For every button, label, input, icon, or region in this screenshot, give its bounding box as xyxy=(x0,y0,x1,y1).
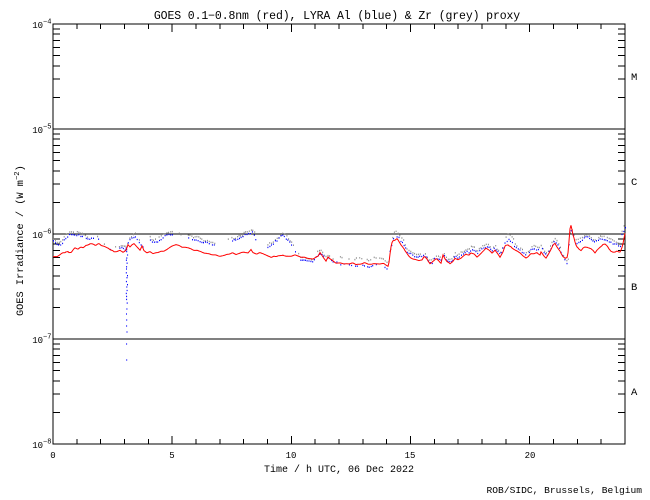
svg-text:ROB/SIDC, Brussels, Belgium: ROB/SIDC, Brussels, Belgium xyxy=(487,485,643,496)
svg-text:15: 15 xyxy=(405,451,416,461)
svg-text:10: 10 xyxy=(286,451,297,461)
svg-text:10: 10 xyxy=(32,231,43,241)
svg-text:0: 0 xyxy=(50,451,55,461)
svg-text:A: A xyxy=(631,387,638,399)
svg-text:10: 10 xyxy=(32,441,43,451)
svg-text:GOES 0.1−0.8nm (red), LYRA Al: GOES 0.1−0.8nm (red), LYRA Al (blue) & Z… xyxy=(154,10,520,23)
svg-text:10: 10 xyxy=(32,126,43,136)
svg-text:−5: −5 xyxy=(43,124,51,132)
svg-text:20: 20 xyxy=(525,451,536,461)
svg-text:10: 10 xyxy=(32,21,43,31)
svg-text:−4: −4 xyxy=(43,19,51,27)
svg-text:B: B xyxy=(631,282,637,294)
svg-text:10: 10 xyxy=(32,336,43,346)
svg-text:5: 5 xyxy=(169,451,174,461)
svg-text:GOES Irradiance / (W m−2): GOES Irradiance / (W m−2) xyxy=(14,165,27,316)
svg-text:C: C xyxy=(631,177,637,189)
svg-text:−7: −7 xyxy=(43,334,51,342)
svg-text:−8: −8 xyxy=(43,439,51,447)
svg-text:M: M xyxy=(631,72,637,84)
svg-text:Time / h UTC, 06 Dec 2022: Time / h UTC, 06 Dec 2022 xyxy=(264,464,414,476)
svg-text:−6: −6 xyxy=(43,229,51,237)
